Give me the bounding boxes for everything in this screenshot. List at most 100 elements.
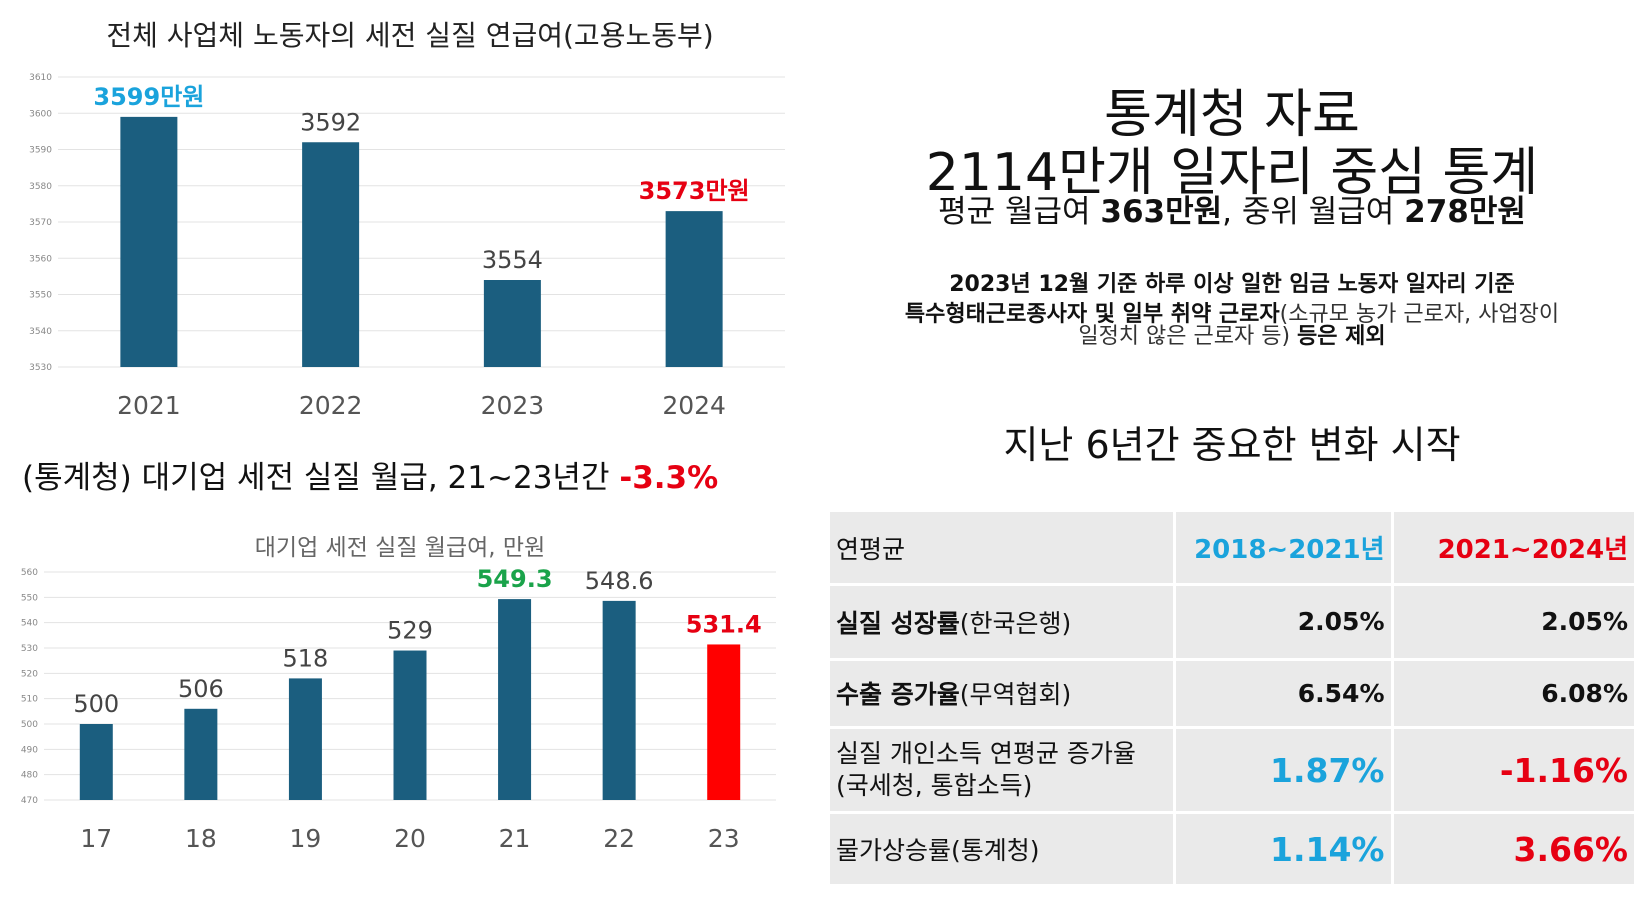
- bar: [184, 708, 218, 800]
- row-label: 실질 성장률(한국은행): [830, 584, 1176, 661]
- header-col1: 2018~2021년: [1174, 512, 1394, 587]
- section-title: 지난 6년간 중요한 변화 시작: [1003, 423, 1461, 467]
- row-value-col1: 1.87%: [1174, 727, 1394, 815]
- bar: [665, 211, 723, 367]
- y-tick-label: 3530: [29, 363, 52, 373]
- bar: [302, 142, 360, 367]
- row-value-col2: 2.05%: [1392, 584, 1634, 661]
- y-tick-label: 3540: [29, 327, 52, 337]
- data-label: 3599만원: [93, 83, 204, 111]
- summary-prefix: 평균 월급여: [938, 194, 1101, 230]
- bar: [288, 678, 322, 800]
- growth-table: 연평균 2018~2021년 2021~2024년 실질 성장률(한국은행) 2…: [830, 512, 1634, 887]
- stats-note-line2: 특수형태근로종사자 및 일부 취약 근로자(소규모 농가 근로자, 사업장이: [830, 296, 1634, 328]
- stats-title-line1: 통계청 자료: [1104, 85, 1360, 145]
- data-label: 518: [283, 644, 329, 672]
- row-label-line1: 실질 개인소득 연평균 증가율: [836, 739, 1136, 769]
- row-label-line2: (국세청, 통합소득): [836, 771, 1033, 801]
- summary-avg: 363만원: [1100, 194, 1223, 230]
- x-tick-label: 21: [499, 824, 531, 853]
- row-value-col2: 6.08%: [1392, 659, 1634, 730]
- row-value-col1: 2.05%: [1174, 584, 1394, 661]
- row-label: 수출 증가율(무역협회): [830, 659, 1176, 730]
- table-header-row: 연평균 2018~2021년 2021~2024년: [830, 512, 1634, 587]
- row-label: 실질 개인소득 연평균 증가율 (국세청, 통합소득): [830, 727, 1176, 815]
- y-tick-label: 3570: [29, 218, 52, 228]
- summary-mid: , 중위 월급여: [1222, 194, 1405, 230]
- x-tick-label: 19: [290, 824, 322, 853]
- y-tick-label: 500: [21, 720, 38, 730]
- stats-note-line1: 2023년 12월 기준 하루 이상 일한 임금 노동자 일자리 기준: [949, 272, 1515, 297]
- chart1-plot: 3530 3540 3550 3560 3570 3580 3590 3600 3610 3599…: [29, 73, 785, 420]
- row-label-source: (한국은행): [959, 608, 1072, 638]
- stats-panel: 통계청 자료 2114만개 일자리 중심 통계 평균 월급여 363만원, 중위…: [830, 0, 1634, 904]
- data-label: 3573만원: [639, 177, 750, 205]
- x-tick-label: 2021: [117, 391, 181, 420]
- row-label: 물가상승률(통계청): [830, 812, 1176, 887]
- y-tick-label: 3550: [29, 291, 52, 301]
- y-tick-label: 3600: [29, 109, 52, 119]
- summary-median: 278만원: [1404, 194, 1526, 230]
- chart2-heading: (통계청) 대기업 세전 실질 월급, 21~23년간 -3.3%: [22, 452, 718, 497]
- x-tick-label: 2022: [299, 391, 363, 420]
- table-row: 실질 성장률(한국은행) 2.05% 2.05%: [830, 584, 1634, 661]
- note-bold-part: 특수형태근로종사자 및 일부 취약 근로자: [904, 302, 1280, 327]
- y-tick-label: 3580: [29, 182, 52, 192]
- chart1-title: 전체 사업체 노동자의 세전 실질 연급여(고용노동부): [106, 19, 714, 52]
- row-label-bold: 실질 성장률: [836, 608, 960, 638]
- x-tick-label: 17: [80, 824, 112, 853]
- data-label: 529: [387, 617, 433, 645]
- x-tick-label: 2023: [481, 391, 545, 420]
- data-label: 548.6: [585, 567, 654, 595]
- bar: [707, 644, 741, 800]
- bar: [498, 599, 532, 800]
- chart2-title: 대기업 세전 실질 월급여, 만원: [254, 535, 546, 561]
- note-normal-part2: 일정치 않은 근로자 등): [1078, 324, 1298, 349]
- y-tick-label: 490: [21, 745, 38, 755]
- data-label: 3554: [482, 246, 543, 274]
- bar: [393, 650, 427, 800]
- bar: [602, 600, 636, 800]
- row-value-col1: 1.14%: [1174, 812, 1394, 887]
- table-row: 실질 개인소득 연평균 증가율 (국세청, 통합소득) 1.87% -1.16%: [830, 727, 1634, 815]
- x-tick-label: 20: [394, 824, 426, 853]
- x-tick-label: 18: [185, 824, 217, 853]
- stats-note-line3: 일정치 않은 근로자 등) 등은 제외: [830, 318, 1634, 350]
- chart2-heading-text: (통계청) 대기업 세전 실질 월급, 21~23년간: [22, 460, 610, 496]
- bar: [483, 280, 541, 367]
- data-label: 500: [73, 690, 119, 718]
- y-tick-label: 480: [21, 771, 38, 781]
- x-tick-label: 2024: [662, 391, 726, 420]
- row-value-col2: 3.66%: [1392, 812, 1634, 887]
- data-label: 531.4: [686, 610, 762, 638]
- y-tick-label: 530: [21, 644, 38, 654]
- y-tick-label: 540: [21, 619, 38, 629]
- header-col2: 2021~2024년: [1392, 512, 1634, 587]
- x-tick-label: 22: [603, 824, 635, 853]
- chart2-plot: 470 480 490 500 510 520 530 540 550 560 500 17 506 18…: [21, 565, 776, 853]
- chart2-heading-highlight: -3.3%: [619, 460, 719, 496]
- note-normal-part: (소규모 농가 근로자, 사업장이: [1279, 302, 1560, 327]
- y-tick-label: 470: [21, 796, 38, 806]
- y-tick-label: 3610: [29, 73, 52, 83]
- row-label-source: (무역협회): [959, 680, 1072, 710]
- y-tick-label: 520: [21, 669, 38, 679]
- x-tick-label: 23: [708, 824, 740, 853]
- table-row: 물가상승률(통계청) 1.14% 3.66%: [830, 812, 1634, 887]
- table-row: 수출 증가율(무역협회) 6.54% 6.08%: [830, 659, 1634, 730]
- stats-summary: 평균 월급여 363만원, 중위 월급여 278만원: [830, 186, 1634, 231]
- y-tick-label: 3590: [29, 146, 52, 156]
- y-tick-label: 510: [21, 695, 38, 705]
- y-tick-label: 560: [21, 568, 38, 578]
- header-label: 연평균: [830, 512, 1176, 587]
- bar: [120, 116, 178, 367]
- data-label: 506: [178, 675, 224, 703]
- row-value-col1: 6.54%: [1174, 659, 1394, 730]
- note-bold-part2: 등은 제외: [1297, 324, 1386, 349]
- data-label: 3592: [300, 108, 361, 136]
- stats-title-line2: 2114만개 일자리 중심 통계: [925, 143, 1539, 203]
- y-tick-label: 550: [21, 593, 38, 603]
- data-label: 549.3: [477, 565, 553, 593]
- bar: [79, 724, 113, 800]
- row-value-col2: -1.16%: [1392, 727, 1634, 815]
